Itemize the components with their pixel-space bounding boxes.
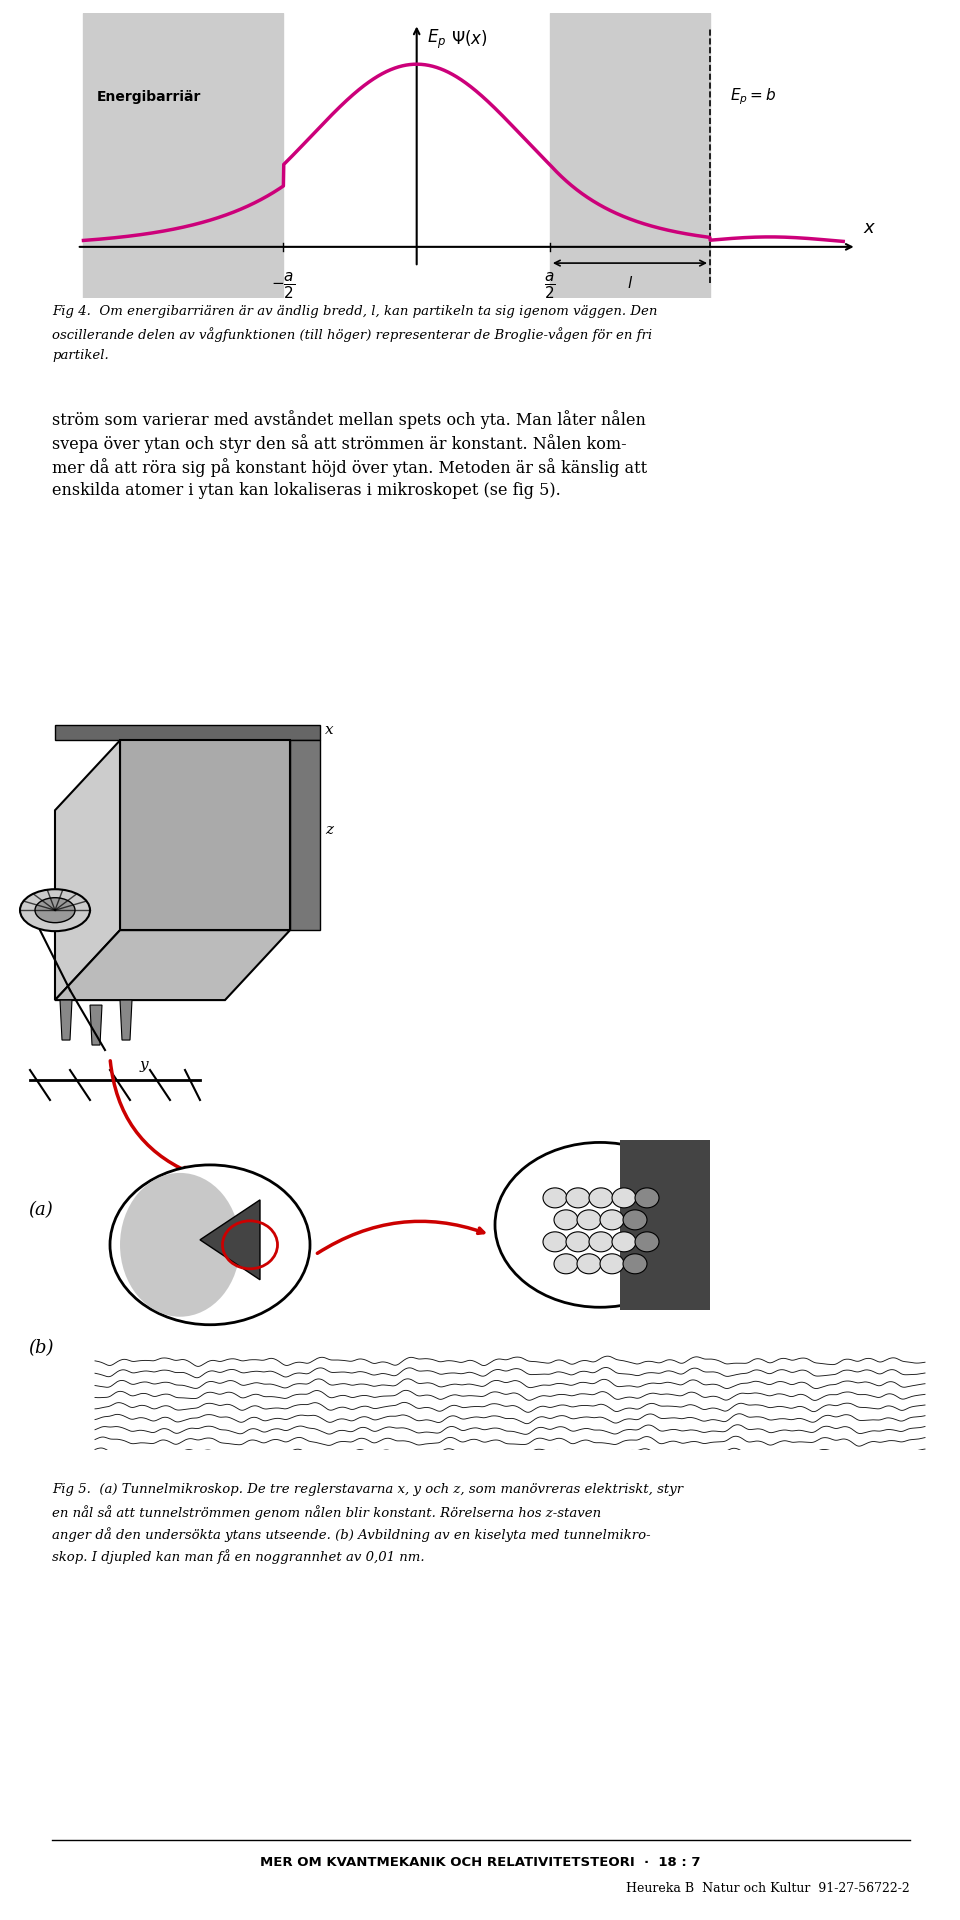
Text: ström som varierar med avståndet mellan spets och yta. Man låter nålen: ström som varierar med avståndet mellan …: [52, 411, 646, 428]
Ellipse shape: [120, 1173, 240, 1317]
Polygon shape: [60, 1000, 72, 1041]
Text: $E_p$: $E_p$: [427, 27, 446, 50]
Ellipse shape: [543, 1233, 567, 1252]
Text: $-\dfrac{a}{2}$: $-\dfrac{a}{2}$: [271, 271, 296, 301]
Text: (b): (b): [28, 1338, 54, 1357]
Polygon shape: [55, 741, 120, 1000]
Polygon shape: [290, 741, 320, 929]
Ellipse shape: [35, 899, 75, 924]
Ellipse shape: [20, 889, 90, 931]
Ellipse shape: [495, 1142, 705, 1308]
Polygon shape: [200, 1200, 260, 1281]
Ellipse shape: [577, 1254, 601, 1273]
Text: Energibarriär: Energibarriär: [97, 90, 202, 104]
Text: Heureka B  Natur och Kultur  91-27-56722-2: Heureka B Natur och Kultur 91-27-56722-2: [626, 1882, 910, 1895]
Text: $x$: $x$: [863, 219, 876, 236]
Ellipse shape: [612, 1233, 636, 1252]
Ellipse shape: [110, 1165, 310, 1325]
Text: $\dfrac{a}{2}$: $\dfrac{a}{2}$: [544, 271, 556, 301]
Polygon shape: [55, 929, 290, 1000]
Ellipse shape: [554, 1254, 578, 1273]
Text: en nål så att tunnelströmmen genom nålen blir konstant. Rörelserna hos z-staven: en nål så att tunnelströmmen genom nålen…: [52, 1505, 601, 1521]
Ellipse shape: [589, 1233, 613, 1252]
Text: $l$: $l$: [627, 275, 633, 292]
Text: enskilda atomer i ytan kan lokaliseras i mikroskopet (se fig 5).: enskilda atomer i ytan kan lokaliseras i…: [52, 482, 561, 499]
Ellipse shape: [623, 1210, 647, 1231]
Ellipse shape: [600, 1210, 624, 1231]
Ellipse shape: [635, 1233, 659, 1252]
Ellipse shape: [566, 1233, 590, 1252]
Text: Fig 5.  (a) Tunnelmikroskop. De tre reglerstavarna x, y och z, som manövreras el: Fig 5. (a) Tunnelmikroskop. De tre regle…: [52, 1482, 684, 1496]
Ellipse shape: [600, 1254, 624, 1273]
Ellipse shape: [589, 1188, 613, 1208]
Bar: [84, 13, 283, 298]
Polygon shape: [620, 1140, 710, 1309]
Text: (a): (a): [28, 1200, 53, 1219]
Text: y: y: [140, 1058, 149, 1071]
Text: Fig 4.  Om energibarriären är av ändlig bredd, l, kan partikeln ta sig igenom vä: Fig 4. Om energibarriären är av ändlig b…: [52, 305, 658, 319]
Text: mer då att röra sig på konstant höjd över ytan. Metoden är så känslig att: mer då att röra sig på konstant höjd öve…: [52, 459, 647, 476]
Text: oscillerande delen av vågfunktionen (till höger) representerar de Broglie-vågen : oscillerande delen av vågfunktionen (til…: [52, 326, 652, 342]
Text: anger då den undersökta ytans utseende. (b) Avbildning av en kiselyta med tunnel: anger då den undersökta ytans utseende. …: [52, 1526, 651, 1542]
Ellipse shape: [566, 1188, 590, 1208]
Ellipse shape: [635, 1188, 659, 1208]
Polygon shape: [120, 741, 290, 929]
Text: z: z: [325, 824, 333, 837]
Bar: [550, 13, 710, 298]
Text: MER OM KVANTMEKANIK OCH RELATIVITETSTEORI  ·  18 : 7: MER OM KVANTMEKANIK OCH RELATIVITETSTEOR…: [260, 1855, 700, 1868]
Ellipse shape: [577, 1210, 601, 1231]
Text: partikel.: partikel.: [52, 349, 108, 363]
Text: x: x: [325, 724, 334, 737]
Polygon shape: [120, 1000, 132, 1041]
Ellipse shape: [543, 1188, 567, 1208]
Ellipse shape: [623, 1254, 647, 1273]
Ellipse shape: [612, 1188, 636, 1208]
Polygon shape: [90, 1004, 102, 1044]
Text: skop. I djupled kan man få en noggrannhet av 0,01 nm.: skop. I djupled kan man få en noggrannhe…: [52, 1549, 424, 1565]
Polygon shape: [55, 726, 320, 741]
Ellipse shape: [554, 1210, 578, 1231]
Text: svepa över ytan och styr den så att strömmen är konstant. Nålen kom-: svepa över ytan och styr den så att strö…: [52, 434, 627, 453]
Text: $E_p = b$: $E_p = b$: [730, 86, 777, 108]
Text: $\Psi(x)$: $\Psi(x)$: [451, 27, 488, 48]
